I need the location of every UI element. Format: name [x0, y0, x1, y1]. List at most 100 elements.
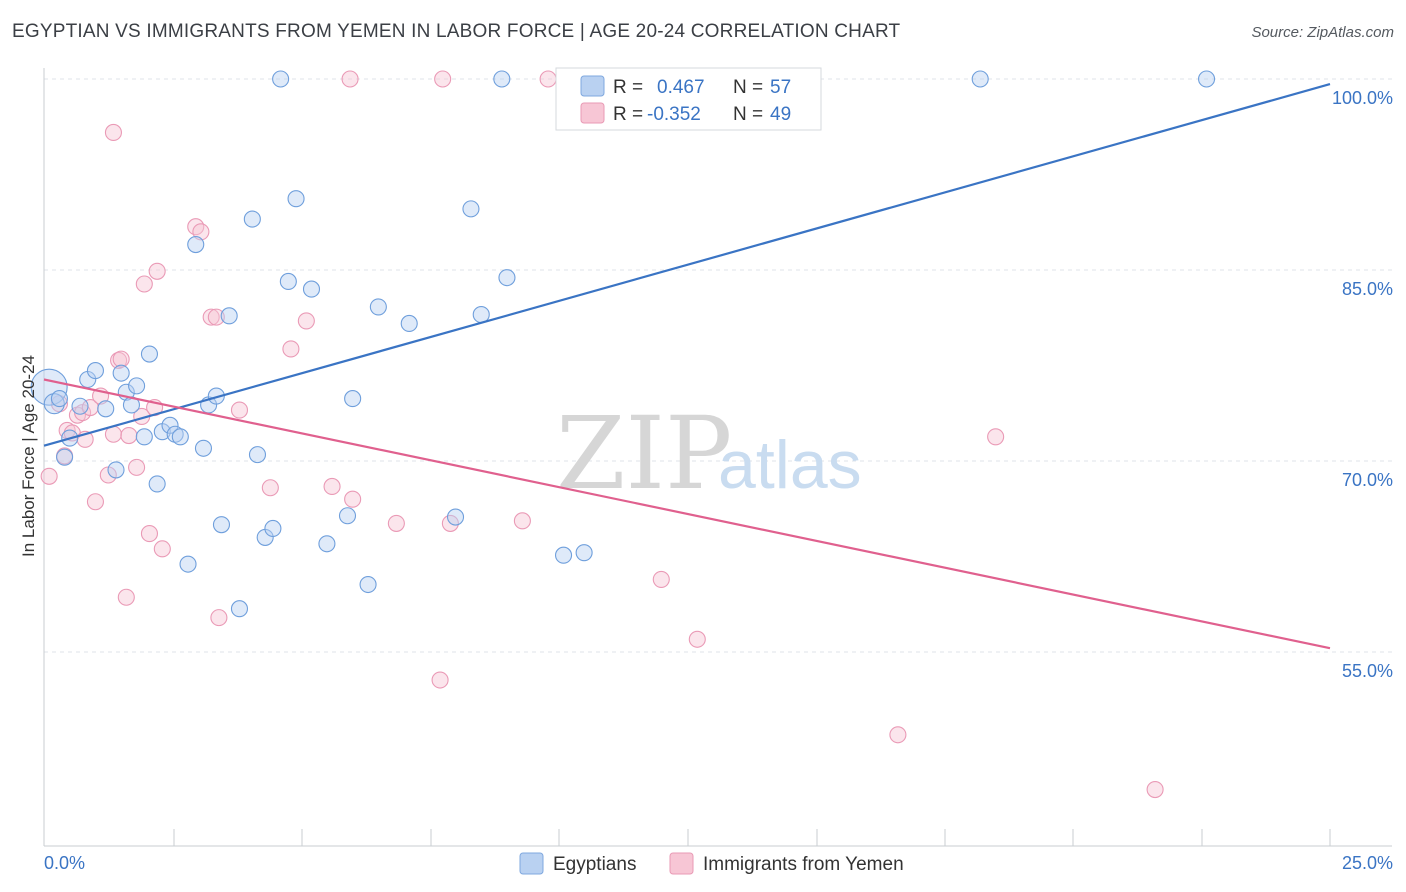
point-egyptians	[140, 345, 159, 363]
point-yemen	[86, 493, 104, 511]
point-yemen	[539, 70, 557, 88]
point-yemen	[688, 630, 706, 648]
point-yemen	[344, 490, 362, 508]
point-egyptians	[243, 210, 261, 228]
point-egyptians	[135, 428, 153, 446]
point-egyptians	[179, 555, 197, 573]
point-egyptians	[400, 314, 418, 333]
point-egyptians	[43, 393, 65, 415]
point-yemen	[282, 340, 300, 358]
point-yemen	[104, 123, 122, 142]
legend-r-value-1: 0.467	[657, 77, 705, 98]
point-egyptians	[194, 439, 213, 457]
point-egyptians	[493, 70, 511, 88]
point-egyptians	[318, 535, 336, 553]
trend-lines	[43, 83, 1331, 650]
bottom-legend-egyptians: Egyptians	[553, 854, 636, 875]
point-yemen	[261, 479, 279, 497]
point-egyptians	[97, 400, 115, 418]
point-egyptians	[107, 461, 125, 479]
point-yemen	[323, 477, 341, 496]
point-yemen	[112, 350, 130, 368]
data-points	[30, 70, 1216, 799]
point-egyptians	[971, 70, 989, 88]
point-egyptians	[462, 200, 480, 218]
x-tick-labels: 0.0% 25.0%	[44, 853, 1393, 873]
point-yemen	[202, 308, 220, 326]
point-yemen	[192, 223, 210, 241]
point-egyptians	[161, 416, 179, 434]
point-yemen	[187, 218, 205, 236]
legend-r-value-2: -0.352	[647, 104, 701, 125]
legend-box: R = 0.467 N = 57 R = -0.352 N = 49	[555, 67, 822, 131]
legend-n-label-1: N =	[733, 77, 763, 98]
y-tick-label: 70.0%	[1342, 470, 1393, 490]
point-yemen	[513, 512, 531, 530]
y-tick-label: 55.0%	[1342, 661, 1393, 681]
legend-n-value-2: 49	[770, 104, 791, 125]
point-egyptians	[128, 377, 146, 395]
legend-n-value-1: 57	[770, 77, 791, 98]
point-yemen	[128, 458, 146, 476]
watermark-zip: ZIP	[556, 395, 732, 512]
point-yemen	[153, 540, 171, 558]
gridlines	[44, 78, 1392, 653]
point-egyptians	[287, 190, 305, 208]
point-egyptians	[1197, 70, 1216, 88]
point-egyptians	[302, 280, 321, 298]
point-egyptians	[220, 307, 238, 325]
point-yemen	[652, 570, 670, 588]
point-egyptians	[30, 368, 68, 406]
y-tick-label: 85.0%	[1342, 279, 1393, 299]
point-egyptians	[575, 544, 593, 562]
legend-r-label-2: R =	[613, 104, 643, 125]
point-yemen	[1146, 780, 1164, 799]
point-yemen	[120, 426, 138, 445]
point-egyptians	[86, 362, 104, 380]
y-tick-label: 100.0%	[1332, 88, 1393, 108]
point-egyptians	[272, 70, 290, 88]
point-egyptians	[71, 397, 89, 415]
point-yemen	[40, 467, 58, 485]
axes	[43, 68, 1392, 847]
point-yemen	[230, 401, 249, 419]
legend-r-label-1: R =	[613, 77, 643, 98]
bottom-legend-swatch-yemen	[669, 852, 694, 875]
point-yemen	[431, 671, 449, 689]
point-egyptians	[56, 448, 74, 466]
point-yemen	[148, 262, 166, 280]
point-egyptians	[446, 508, 465, 526]
watermark: ZIP atlas	[556, 395, 862, 512]
point-yemen	[889, 726, 907, 744]
point-yemen	[210, 609, 228, 627]
point-egyptians	[264, 519, 282, 538]
point-yemen	[387, 514, 405, 532]
bottom-legend: Egyptians Immigrants from Yemen	[519, 852, 904, 875]
point-egyptians	[279, 272, 297, 291]
source-credit: Source: ZipAtlas.com	[1251, 24, 1394, 41]
bottom-legend-swatch-egyptians	[519, 852, 544, 875]
bottom-legend-yemen: Immigrants from Yemen	[703, 854, 904, 875]
legend-n-label-2: N =	[733, 104, 763, 125]
point-egyptians	[344, 390, 362, 408]
point-yemen	[341, 70, 359, 88]
point-egyptians	[212, 516, 231, 534]
point-yemen	[297, 312, 315, 330]
point-egyptians	[498, 269, 516, 287]
point-egyptians	[112, 364, 130, 382]
watermark-atlas: atlas	[718, 427, 862, 503]
y-axis-title: In Labor Force | Age 20-24	[19, 355, 38, 557]
trend-line-egyptians	[43, 83, 1331, 447]
point-egyptians	[187, 235, 205, 254]
point-egyptians	[369, 298, 387, 316]
point-yemen	[140, 525, 159, 543]
point-yemen	[117, 588, 135, 606]
legend-swatch-yemen	[580, 102, 605, 124]
trend-line-yemen	[43, 378, 1331, 650]
point-egyptians	[248, 446, 267, 464]
chart-title: EGYPTIAN VS IMMIGRANTS FROM YEMEN IN LAB…	[12, 21, 901, 42]
point-yemen	[207, 308, 225, 326]
point-egyptians	[230, 600, 249, 618]
point-egyptians	[338, 507, 357, 525]
